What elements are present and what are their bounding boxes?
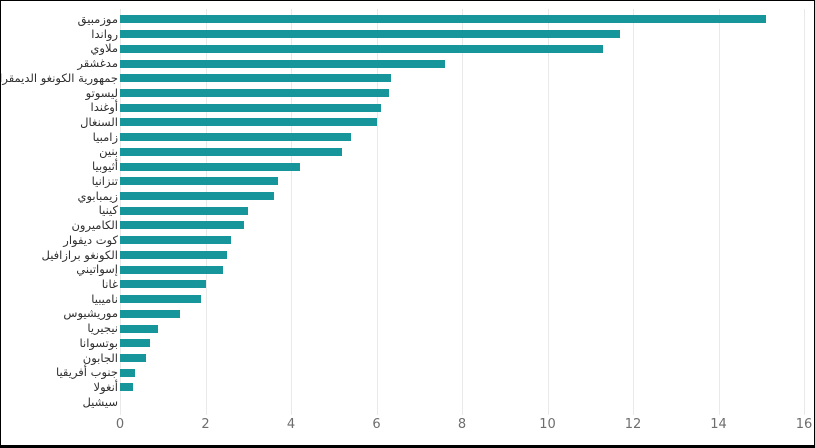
x-tick-label: 2 xyxy=(201,417,210,432)
bar-row: تنزانيا xyxy=(1,173,814,189)
bar-row: إسواتيني xyxy=(1,262,814,277)
category-label: الجابون xyxy=(82,350,118,365)
category-label: رواندا xyxy=(91,26,118,41)
category-label: أنغولا xyxy=(93,380,118,394)
bar-row: كوت ديفوار xyxy=(1,232,814,248)
x-tick-label: 10 xyxy=(539,417,556,432)
bar-row: أثيوبيا xyxy=(1,159,814,174)
gridline xyxy=(633,9,634,415)
category-label: ملاوي xyxy=(90,41,118,56)
bar xyxy=(120,44,604,53)
bar xyxy=(120,295,202,304)
category-label: مدغشقر xyxy=(77,56,118,71)
bar xyxy=(120,353,146,362)
category-label: غانا xyxy=(101,276,118,291)
gridline xyxy=(376,9,378,415)
bar-row: موزمبيق xyxy=(1,12,814,27)
category-label: جنوب أفريقيا xyxy=(55,365,118,380)
category-label: موريشيوس xyxy=(63,306,118,321)
bar xyxy=(120,177,279,186)
category-label: ليسوتو xyxy=(85,85,118,100)
bar-row: بوتسوانا xyxy=(1,335,814,351)
bar xyxy=(120,192,274,201)
bar xyxy=(120,368,135,377)
category-label: السنغال xyxy=(80,115,118,130)
category-label: بوتسوانا xyxy=(79,335,118,350)
bar xyxy=(120,88,390,97)
bar xyxy=(120,221,244,230)
gridline xyxy=(462,9,463,415)
x-tick-label: 14 xyxy=(710,417,727,432)
bar-row: جمهورية الكونغو الديمقراطية xyxy=(0,70,814,86)
bar-row: الكاميرون xyxy=(1,218,814,233)
bar xyxy=(120,324,159,333)
category-label: موزمبيق xyxy=(77,12,118,26)
category-label: زامبيا xyxy=(92,129,118,144)
bar xyxy=(120,147,343,156)
category-label: تنزانيا xyxy=(91,173,118,188)
bar-row: بنين xyxy=(1,144,814,159)
bar-row: الكونغو برازافيل xyxy=(1,247,814,263)
gridline xyxy=(804,9,805,415)
category-label: إسواتيني xyxy=(76,262,118,277)
bar-row: غانا xyxy=(1,276,814,292)
category-label: أثيوبيا xyxy=(92,159,118,174)
bar-row: ليسوتو xyxy=(1,85,814,101)
gridline xyxy=(718,9,720,415)
bar xyxy=(120,206,249,215)
bar xyxy=(120,236,232,245)
category-label: ناميبيا xyxy=(91,291,118,306)
gridline xyxy=(547,9,549,415)
x-tick-label: 16 xyxy=(795,417,813,432)
bar xyxy=(120,15,766,24)
x-tick-label: 8 xyxy=(457,417,467,432)
category-label: جمهورية الكونغو الديمقراطية xyxy=(0,70,118,85)
bar xyxy=(120,118,377,127)
bar xyxy=(120,162,300,171)
bar-row: كينيا xyxy=(1,203,814,218)
category-label: الكاميرون xyxy=(71,218,118,233)
bar xyxy=(120,250,227,259)
bar-row: سيشيل xyxy=(1,394,814,410)
category-label: أوغندا xyxy=(90,100,118,115)
bar xyxy=(120,339,150,348)
bar-row: أنغولا xyxy=(1,380,814,395)
bar-row: ناميبيا xyxy=(1,291,814,307)
bar xyxy=(120,59,445,68)
bar xyxy=(120,74,392,83)
bar-row: زيمبابوي xyxy=(1,188,814,204)
category-label: كينيا xyxy=(98,203,118,218)
bar xyxy=(120,383,133,392)
bar-row: مدغشقر xyxy=(1,56,814,71)
bar xyxy=(120,133,351,142)
category-label: نيجيريا xyxy=(87,321,118,336)
bar xyxy=(120,30,621,39)
bar xyxy=(120,280,206,289)
category-label: زيمبابوي xyxy=(77,188,118,203)
x-tick-label: 12 xyxy=(624,417,642,432)
x-tick-label: 6 xyxy=(372,417,381,432)
category-label: الكونغو برازافيل xyxy=(41,247,118,262)
bar xyxy=(120,309,180,318)
bar-row: رواندا xyxy=(1,26,814,42)
bar-row: الجابون xyxy=(1,350,814,366)
x-tick-label: 4 xyxy=(286,417,296,432)
bar xyxy=(120,265,223,274)
bar-row: نيجيريا xyxy=(1,321,814,336)
category-label: سيشيل xyxy=(82,394,118,409)
bar xyxy=(120,103,381,112)
bar-row: موريشيوس xyxy=(1,306,814,321)
bar-row: زامبيا xyxy=(1,129,814,145)
bar-row: السنغال xyxy=(1,115,814,130)
bar-row: ملاوي xyxy=(1,41,814,56)
category-label: بنين xyxy=(99,144,118,159)
x-tick-label: 0 xyxy=(115,417,125,432)
category-label: كوت ديفوار xyxy=(63,232,118,247)
bar-row: أوغندا xyxy=(1,100,814,115)
bar-row: جنوب أفريقيا xyxy=(1,365,814,380)
gridline xyxy=(291,9,292,415)
